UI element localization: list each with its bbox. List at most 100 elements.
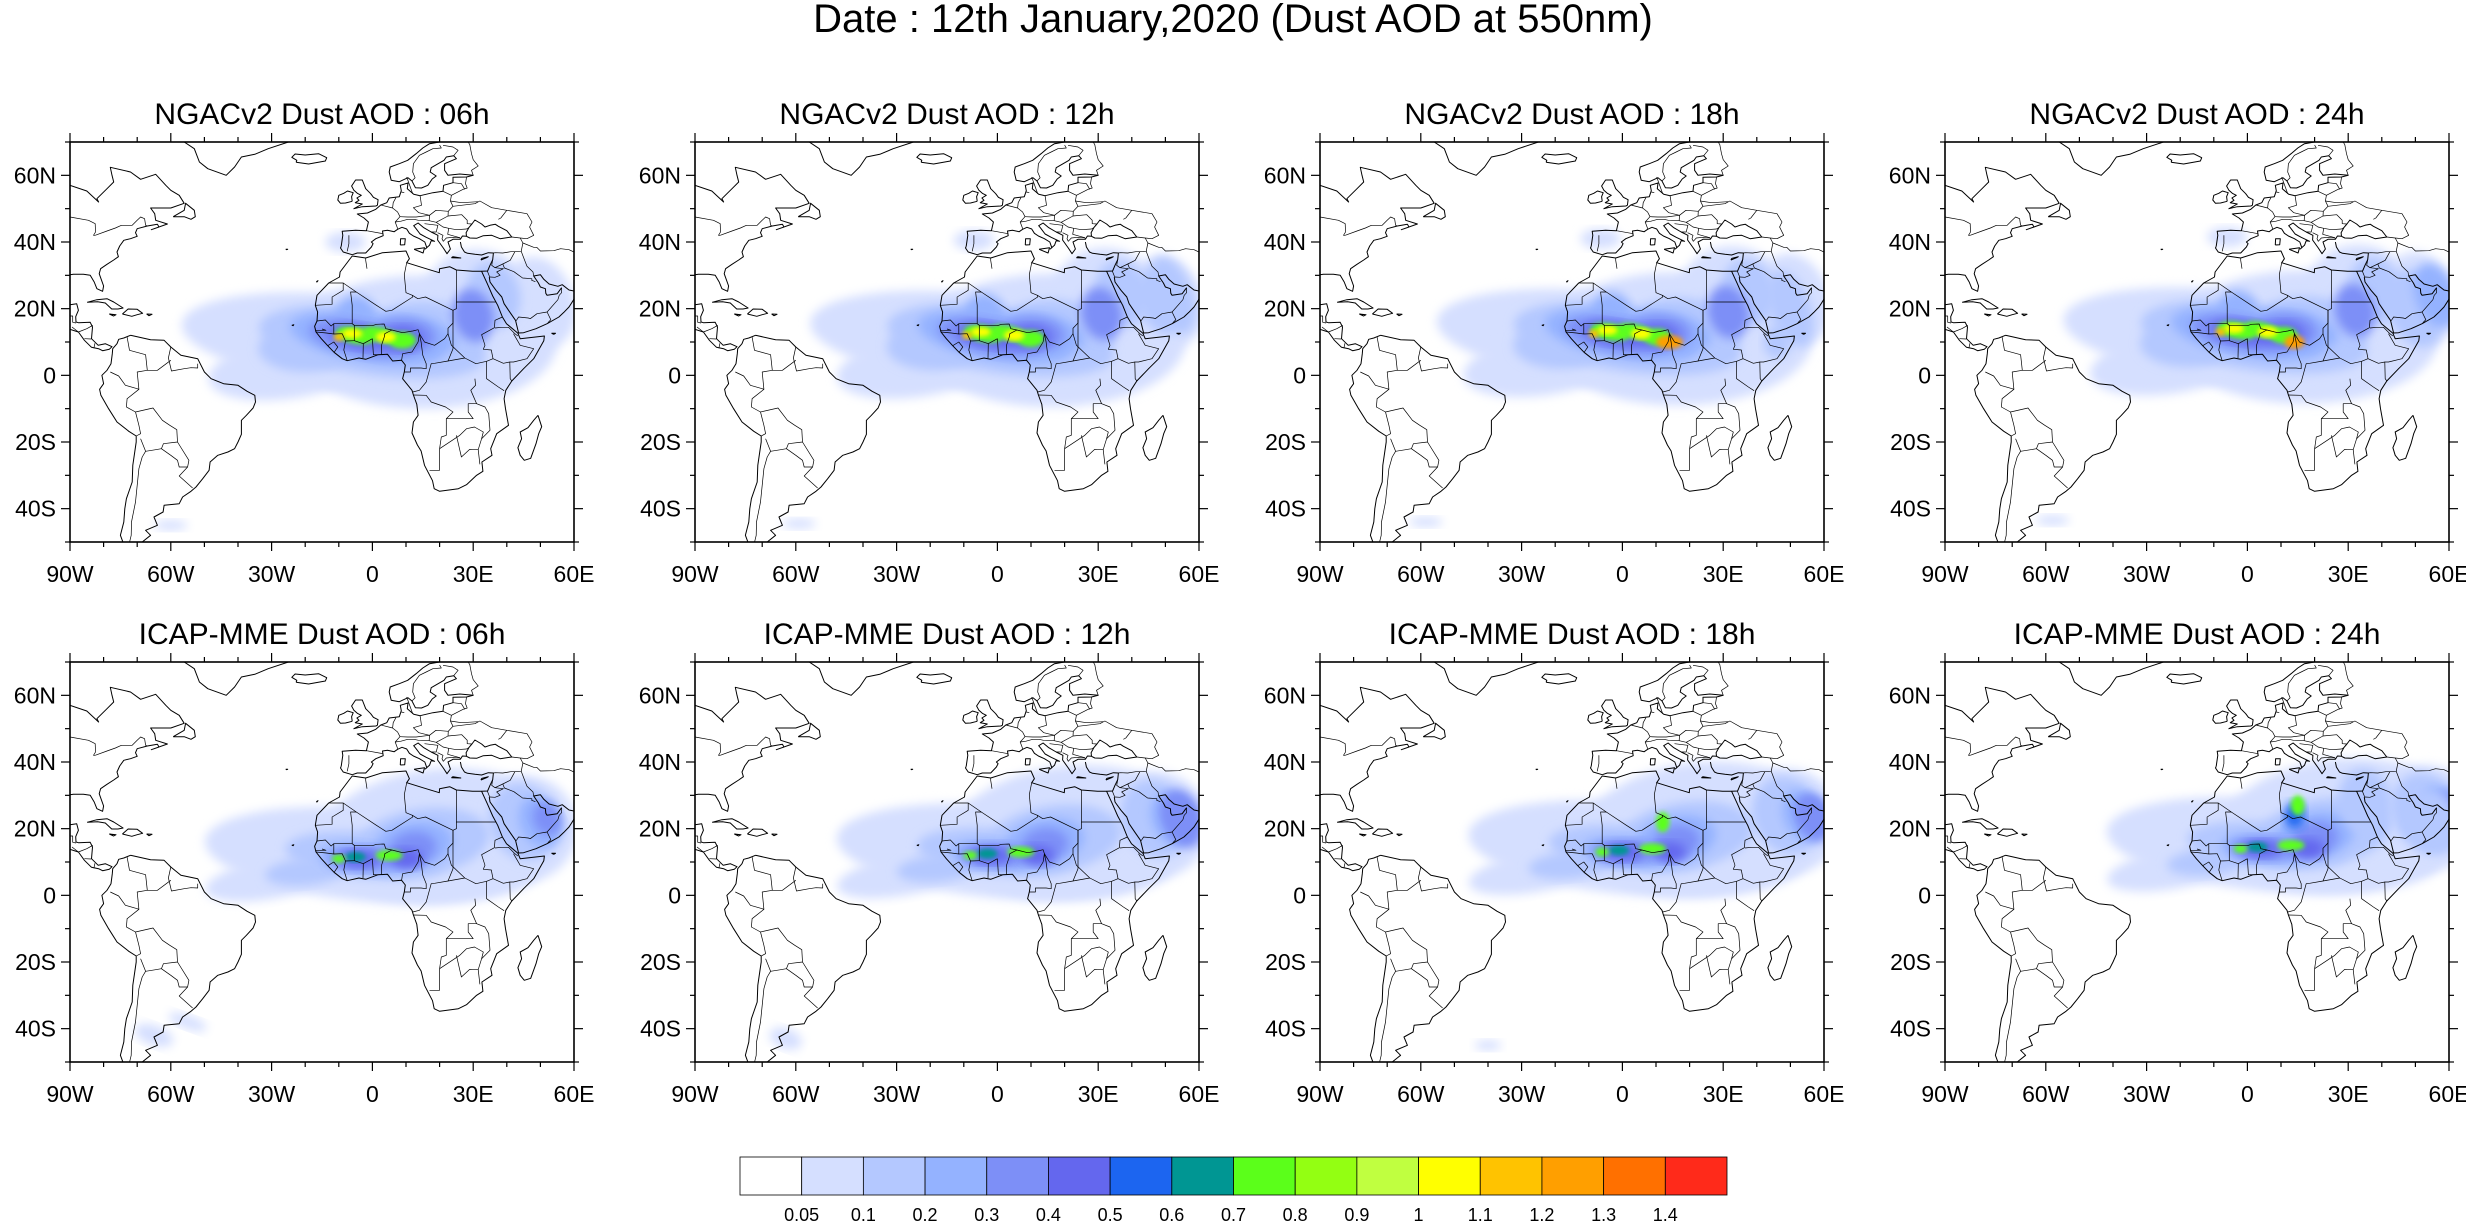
country-border: [754, 971, 771, 1068]
country-border: [574, 785, 583, 811]
coastline: [1025, 239, 1030, 245]
colorbar-label: 1.1: [1468, 1205, 1493, 1222]
country-border: [1038, 191, 1078, 215]
panel-title: NGACv2 Dust AOD : 24h: [2029, 98, 2364, 131]
country-border: [754, 451, 771, 548]
country-border: [1616, 778, 1617, 789]
lat-tick-label: 60N: [639, 682, 681, 708]
coastline: [518, 935, 542, 980]
country-border: [793, 867, 822, 891]
lon-tick-label: 30E: [1078, 1081, 1119, 1107]
lat-tick-label: 40N: [1264, 749, 1306, 775]
country-border: [2011, 408, 2053, 451]
lon-tick-label: 60W: [2022, 561, 2070, 587]
aod-contour: [782, 519, 816, 529]
colorbar-label: 1.2: [1529, 1205, 1554, 1222]
lat-tick-label: 40N: [1889, 749, 1931, 775]
aod-contour: [2215, 328, 2225, 336]
dust-plume: [2103, 748, 2466, 907]
panel-title: NGACv2 Dust AOD : 06h: [154, 98, 489, 131]
country-border: [1616, 751, 1633, 754]
coastline: [184, 142, 288, 175]
country-border: [436, 222, 469, 229]
coastline: [1337, 819, 1373, 829]
coastline: [87, 819, 123, 829]
coastline: [70, 167, 184, 291]
country-border: [1050, 224, 1063, 232]
country-border: [991, 258, 992, 269]
lat-tick-label: 60N: [639, 162, 681, 188]
aod-contour: [971, 327, 991, 336]
country-border: [453, 721, 507, 739]
country-border: [507, 210, 534, 238]
lat-tick-label: 0: [43, 882, 56, 908]
country-border: [695, 316, 701, 323]
aod-contour: [346, 852, 366, 862]
country-border: [2270, 215, 2304, 222]
coastline: [2167, 674, 2202, 684]
country-border: [412, 665, 441, 701]
coastline: [809, 662, 913, 695]
lat-tick-label: 20S: [640, 949, 681, 975]
country-border: [1320, 316, 1326, 323]
country-border: [493, 238, 523, 253]
country-border: [1076, 177, 1092, 195]
aod-contour: [2247, 842, 2267, 852]
coastline: [2167, 845, 2169, 846]
coastline: [1602, 700, 1629, 729]
country-border: [2449, 265, 2458, 291]
aod-contour: [2278, 840, 2305, 851]
lon-tick-label: 60W: [2022, 1081, 2070, 1107]
lat-tick-label: 40S: [640, 496, 681, 522]
country-border: [1703, 703, 1715, 710]
coastline: [1372, 309, 1392, 316]
lon-tick-label: 60W: [772, 561, 820, 587]
lat-tick-label: 60N: [1889, 682, 1931, 708]
country-border: [129, 451, 146, 548]
country-border: [2328, 703, 2340, 710]
country-border: [126, 389, 140, 436]
lat-tick-label: 20S: [1890, 949, 1931, 975]
country-border: [147, 880, 171, 890]
country-border: [1675, 224, 1688, 232]
coastline: [147, 314, 152, 316]
country-border: [2325, 721, 2353, 723]
lon-tick-label: 30E: [1703, 561, 1744, 587]
coastline: [338, 191, 353, 203]
country-border: [1706, 955, 1728, 977]
panel-title: ICAP-MME Dust AOD : 18h: [1389, 618, 1756, 651]
coastline: [147, 834, 152, 836]
coastline: [2167, 154, 2202, 164]
country-border: [2001, 389, 2015, 436]
lat-tick-label: 40N: [14, 229, 56, 255]
country-border: [1078, 201, 1132, 219]
coastline: [2216, 246, 2228, 254]
aod-contour: [1475, 1040, 1502, 1050]
lat-tick-label: 40N: [14, 749, 56, 775]
country-border: [507, 730, 534, 758]
lon-tick-label: 90W: [1921, 1081, 1969, 1107]
coastline: [1542, 845, 1544, 846]
country-border: [1945, 737, 1971, 755]
country-border: [1075, 201, 1103, 203]
coastline: [1542, 674, 1577, 684]
lat-tick-label: 0: [1293, 882, 1306, 908]
country-border: [1945, 316, 1951, 323]
country-border: [1096, 899, 1115, 985]
country-border: [2328, 721, 2382, 739]
coastline: [966, 766, 978, 774]
coastline: [963, 711, 978, 723]
lon-tick-label: 30W: [248, 561, 296, 587]
country-border: [1824, 785, 1833, 811]
aod-contour: [166, 1009, 208, 1035]
colorbar-swatch: [1048, 1157, 1110, 1195]
lon-tick-label: 30E: [2328, 1081, 2369, 1107]
country-border: [2311, 222, 2344, 229]
country-border: [1038, 711, 1078, 735]
coastline: [695, 167, 809, 291]
country-border: [2011, 928, 2053, 971]
country-border: [1320, 217, 1346, 235]
country-border: [2331, 955, 2353, 977]
